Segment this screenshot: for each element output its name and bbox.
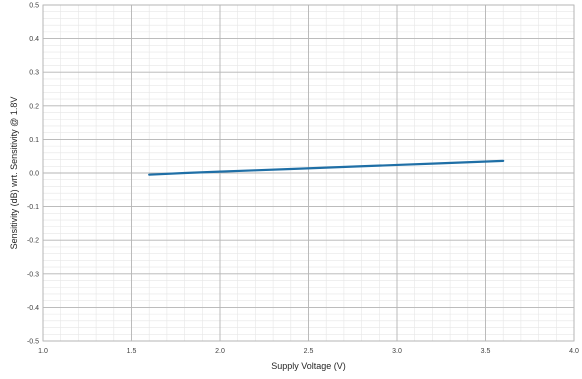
x-tick-label: 4.0 [569,348,579,355]
major-grid [42,4,575,342]
y-tick-label: 0.4 [29,36,39,43]
y-tick-label: -0.1 [27,204,39,211]
x-axis-title: Supply Voltage (V) [271,361,346,371]
series-line [148,159,505,176]
x-tick-label: 2.0 [215,348,225,355]
y-tick-label: 0.5 [29,3,39,10]
y-tick-label: -0.3 [27,271,39,278]
plot-frame [42,4,575,342]
y-tick-label: -0.2 [27,238,39,245]
x-tick-label: 2.5 [304,348,314,355]
y-tick-label: 0.2 [29,103,39,110]
y-tick-label: 0.3 [29,70,39,77]
x-tick-label: 1.5 [127,348,137,355]
y-tick-labels: -0.5 -0.4 -0.3 -0.2 -0.1 0.0 0.1 0.2 0.3 0.4 0.5 [27,3,39,346]
y-tick-label: 0.1 [29,137,39,144]
series-layer [148,159,505,176]
x-tick-label: 3.0 [392,348,402,355]
y-tick-label: -0.4 [27,305,39,312]
x-tick-labels: 1.0 1.5 2.0 2.5 3.0 3.5 4.0 [38,348,579,355]
y-tick-label: 0.0 [29,171,39,178]
y-axis-title: Sensitivity (dB) wrt. Sensitivity @ 1.8V [9,97,19,250]
x-tick-label: 1.0 [38,348,48,355]
x-tick-label: 3.5 [481,348,491,355]
y-tick-label: -0.5 [27,339,39,346]
